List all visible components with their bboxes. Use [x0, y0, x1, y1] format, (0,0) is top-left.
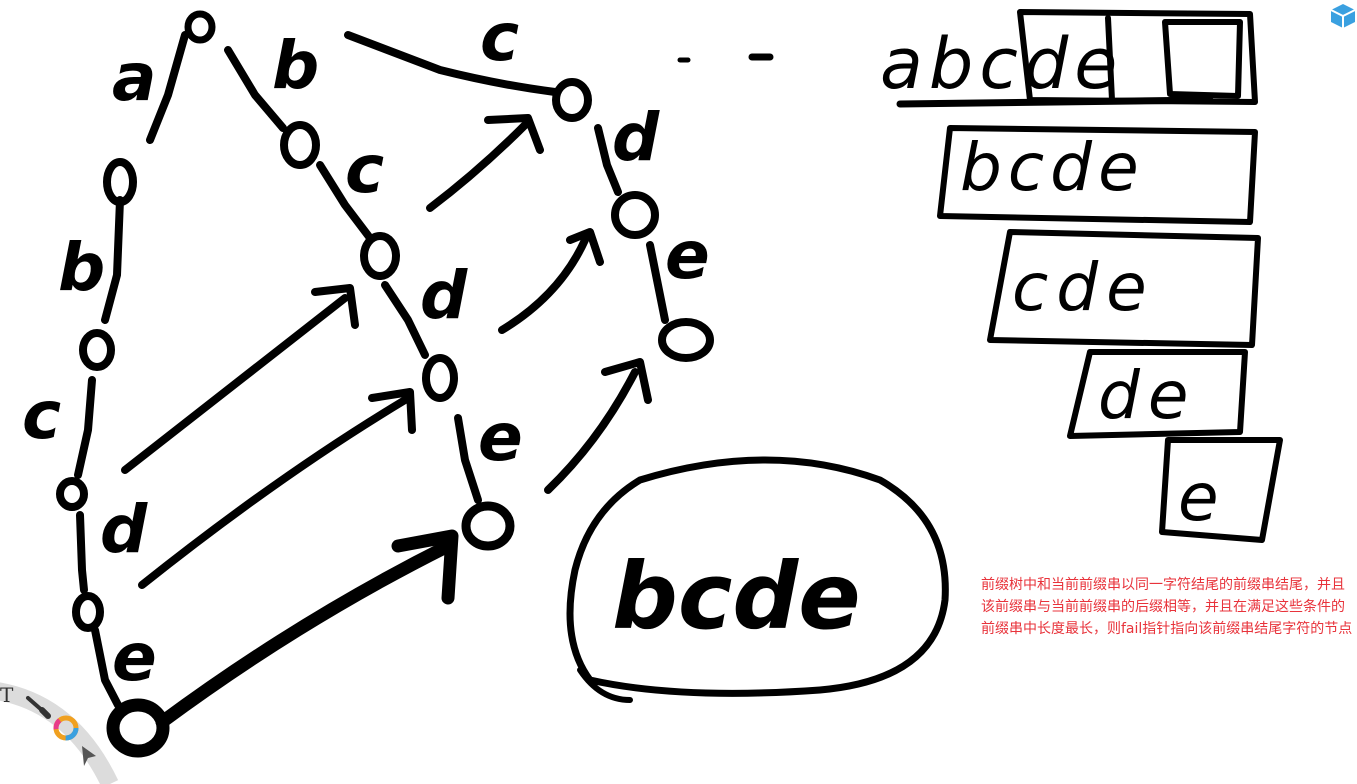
- node-bcde: [461, 501, 515, 551]
- svg-text:T: T: [0, 683, 14, 707]
- stray-marks: [677, 53, 774, 63]
- node-ab: [79, 329, 115, 371]
- suffix-boxes: abcde bcde cde de e: [880, 9, 1283, 543]
- color-wheel-icon[interactable]: [53, 715, 79, 741]
- brush-tool-icon[interactable]: [26, 696, 51, 719]
- trie-nodes: [56, 10, 714, 758]
- node-bcd: [422, 354, 458, 402]
- node-cd: [611, 191, 659, 239]
- cube-icon[interactable]: [1327, 0, 1357, 30]
- pointer-tool-icon[interactable]: [82, 746, 96, 766]
- explanation-note: 前缀树中和当前前缀串以同一字符结尾的前缀串结尾，并且该前缀串与当前前缀串的后缀相…: [981, 577, 1353, 637]
- label-cd-e: e: [665, 217, 710, 294]
- node-abcd: [72, 592, 104, 632]
- circled-word-group: bcde: [566, 456, 949, 703]
- node-bc: [360, 232, 400, 280]
- suffix-row-bcde: bcde: [960, 129, 1145, 206]
- text-tool-icon[interactable]: T: [0, 683, 14, 707]
- node-cde: [658, 318, 714, 362]
- suffix-row-cde: cde: [1012, 249, 1155, 326]
- trie-edges: [74, 31, 669, 709]
- label-abc-d: d: [100, 491, 148, 568]
- label-bcd-e: e: [478, 399, 523, 476]
- node-abcde: [106, 698, 170, 758]
- fail-arrows: [121, 114, 652, 729]
- node-b: [280, 121, 320, 169]
- edge-labels: a b c b c d e c d e d e: [22, 0, 710, 696]
- label-root-a: a: [112, 39, 157, 116]
- node-a: [103, 158, 137, 206]
- label-abcd-e: e: [112, 619, 157, 696]
- tool-wheel[interactable]: T: [0, 660, 120, 784]
- suffix-string: abcde: [880, 23, 1123, 105]
- label-a-b: b: [58, 229, 105, 306]
- label-root-c: c: [480, 0, 519, 76]
- label-bc-d: d: [420, 257, 468, 334]
- suffix-row-de: de: [1098, 357, 1197, 434]
- suffix-row-e: e: [1178, 459, 1219, 536]
- label-c-d: d: [612, 99, 660, 176]
- circled-word: bcde: [612, 543, 861, 650]
- label-b-c: c: [345, 131, 384, 208]
- node-c: [552, 78, 592, 122]
- label-root-b: b: [272, 27, 319, 104]
- label-ab-c: c: [22, 377, 61, 454]
- node-abc: [56, 477, 88, 511]
- node-root: [184, 10, 216, 44]
